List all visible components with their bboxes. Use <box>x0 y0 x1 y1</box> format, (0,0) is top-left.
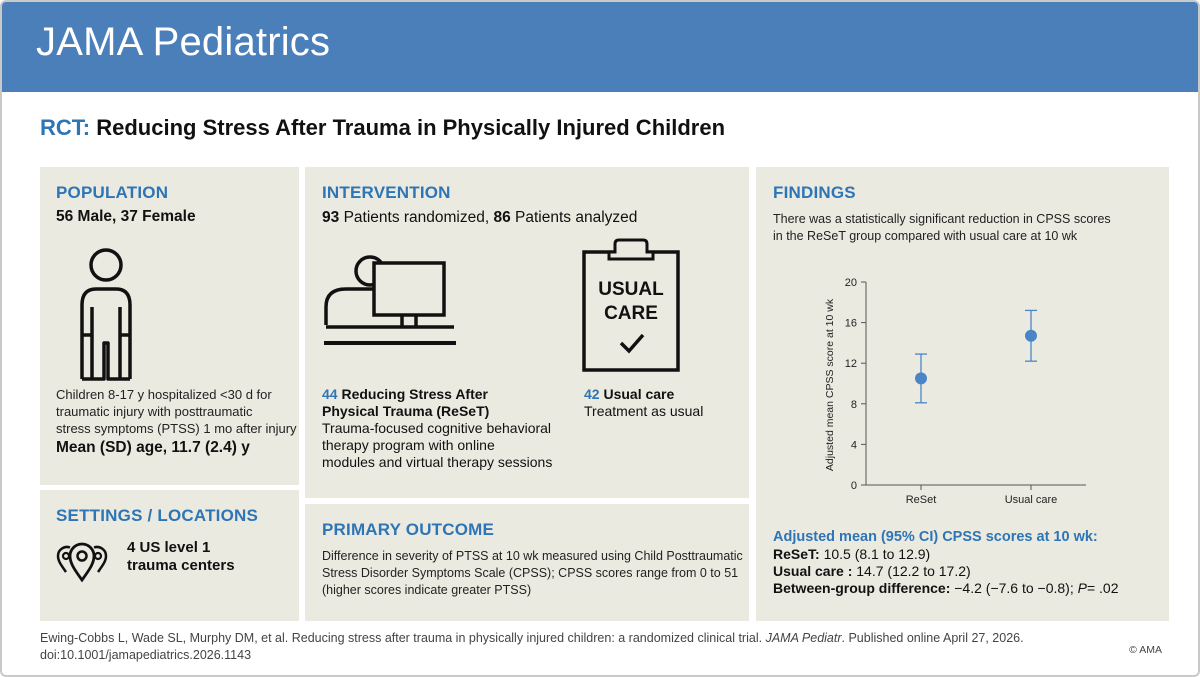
chart-axes: 0 4 8 12 16 20 ReSet Usual care <box>845 277 1086 506</box>
citation-part2: . Published online April 27, 2026. <box>841 631 1024 645</box>
findings-chart: Adjusted mean CPSS score at 10 wk 0 4 8 12 1… <box>824 277 1086 506</box>
y-tick-label: 12 <box>845 358 857 370</box>
arm-reset-desc: therapy program with online <box>322 437 495 453</box>
arm-usual-count: 42 <box>584 386 600 402</box>
results-heading: Adjusted mean (95% CI) CPSS scores at 10… <box>773 529 1098 545</box>
result-diff-label: Between-group difference: <box>773 580 951 596</box>
data-point <box>915 372 927 385</box>
arm-usual-desc: Treatment as usual <box>584 403 704 419</box>
title-prefix: RCT: <box>40 115 91 140</box>
analyzed-count: 86 <box>493 209 511 226</box>
citation: Ewing-Cobbs L, Wade SL, Murphy DM, et al… <box>40 630 1080 664</box>
population-panel: POPULATION 56 Male, 37 Female Children 8… <box>40 167 299 485</box>
title-text: Reducing Stress After Trauma in Physical… <box>96 115 726 140</box>
citation-doi: doi:10.1001/jamapediatrics.2026.1143 <box>40 648 252 662</box>
outcome-line: (higher scores indicate greater PTSS) <box>322 583 532 597</box>
x-tick-label: ReSet <box>906 494 937 506</box>
arm-usual-title: 42 Usual care <box>584 386 703 403</box>
clipboard-line1: USUAL <box>598 279 664 300</box>
arm-reset-title: 44 Reducing Stress After <box>322 386 552 403</box>
arm-reset-desc: modules and virtual therapy sessions <box>322 454 553 470</box>
population-desc-line: stress symptoms (PTSS) 1 mo after injury <box>56 421 297 436</box>
population-description: Children 8-17 y hospitalized <30 d for t… <box>56 386 297 437</box>
y-axis-label: Adjusted mean CPSS score at 10 wk <box>824 298 836 471</box>
y-tick-label: 4 <box>851 439 857 451</box>
data-point <box>1025 329 1037 342</box>
arm-reset-title2: Physical Trauma (ReSeT) <box>322 403 490 419</box>
y-tick-label: 0 <box>851 480 857 492</box>
result-reset-label: ReSeT: <box>773 546 820 562</box>
population-desc-line: traumatic injury with posttraumatic <box>56 404 253 419</box>
person-icon <box>80 248 132 381</box>
result-diff: Between-group difference: −4.2 (−7.6 to … <box>773 580 1119 597</box>
result-usual-label: Usual care : <box>773 563 853 579</box>
outcome-panel: PRIMARY OUTCOME Difference in severity o… <box>305 504 749 621</box>
randomized-count: 93 <box>322 209 340 226</box>
chart-marks <box>915 309 1037 404</box>
header-bar: JAMA Pediatrics <box>2 2 1198 92</box>
findings-panel: FINDINGS There was a statistically signi… <box>756 167 1169 621</box>
citation-part1: Ewing-Cobbs L, Wade SL, Murphy DM, et al… <box>40 631 763 645</box>
arm-reset: 44 Reducing Stress After Physical Trauma… <box>322 386 552 471</box>
arm-usual-title-text: Usual care <box>603 386 675 402</box>
result-p-value: = .02 <box>1086 580 1119 596</box>
journal-brand: JAMA Pediatrics <box>36 20 331 64</box>
outcome-line: Stress Disorder Symptoms Scale (CPSS); C… <box>322 566 739 580</box>
findings-results: Adjusted mean (95% CI) CPSS scores at 10… <box>773 529 1119 597</box>
y-tick-label: 8 <box>851 399 857 411</box>
computer-user-icon <box>324 255 456 345</box>
settings-panel: SETTINGS / LOCATIONS 4 US level 1 trauma… <box>40 490 299 621</box>
findings-heading: FINDINGS <box>773 183 856 202</box>
settings-heading: SETTINGS / LOCATIONS <box>56 506 259 525</box>
result-usual: Usual care : 14.7 (12.2 to 17.2) <box>773 563 1119 580</box>
settings-text: 4 US level 1 trauma centers <box>127 539 235 575</box>
result-reset-value: 10.5 (8.1 to 12.9) <box>823 546 931 562</box>
result-usual-value: 14.7 (12.2 to 17.2) <box>856 563 971 579</box>
findings-summary-line: in the ReSeT group compared with usual c… <box>773 229 1078 243</box>
result-p-label: P <box>1077 580 1087 596</box>
arm-usual: 42 Usual care Treatment as usual <box>584 386 703 420</box>
copyright: © AMA <box>1129 644 1162 656</box>
citation-journal: JAMA Pediatr <box>765 631 842 645</box>
outcome-heading: PRIMARY OUTCOME <box>322 520 495 539</box>
arm-reset-desc: Trauma-focused cognitive behavioral <box>322 420 552 436</box>
result-reset: ReSeT: 10.5 (8.1 to 12.9) <box>773 546 1119 563</box>
intervention-panel: INTERVENTION 93 Patients randomized, 86 … <box>305 167 749 498</box>
outcome-line: Difference in severity of PTSS at 10 wk … <box>322 549 743 563</box>
findings-summary-line: There was a statistically significant re… <box>773 212 1111 226</box>
arm-reset-title1: Reducing Stress After <box>341 386 488 402</box>
x-tick-label: Usual care <box>1005 494 1058 506</box>
y-tick-label: 20 <box>845 277 857 289</box>
result-diff-value: −4.2 (−7.6 to −0.8); <box>954 580 1074 596</box>
randomized-text: Patients randomized, <box>343 209 490 226</box>
intervention-enrollment: 93 Patients randomized, 86 Patients anal… <box>322 209 637 227</box>
population-desc-line: Children 8-17 y hospitalized <30 d for <box>56 387 272 402</box>
clipboard-check-icon: USUAL CARE <box>582 238 680 372</box>
y-tick-label: 16 <box>845 318 857 330</box>
location-pins-icon <box>56 542 108 583</box>
population-heading: POPULATION <box>56 183 169 202</box>
outcome-text: Difference in severity of PTSS at 10 wk … <box>322 548 743 599</box>
clipboard-line2: CARE <box>604 303 658 324</box>
settings-line2: trauma centers <box>127 557 235 574</box>
findings-summary: There was a statistically significant re… <box>773 211 1111 245</box>
analyzed-text: Patients analyzed <box>515 209 638 226</box>
population-age: Mean (SD) age, 11.7 (2.4) y <box>56 439 250 456</box>
arm-reset-count: 44 <box>322 386 338 402</box>
page-title: RCT: Reducing Stress After Trauma in Phy… <box>40 115 725 141</box>
intervention-heading: INTERVENTION <box>322 183 451 202</box>
settings-line1: 4 US level 1 <box>127 539 211 556</box>
population-counts: 56 Male, 37 Female <box>56 208 196 225</box>
